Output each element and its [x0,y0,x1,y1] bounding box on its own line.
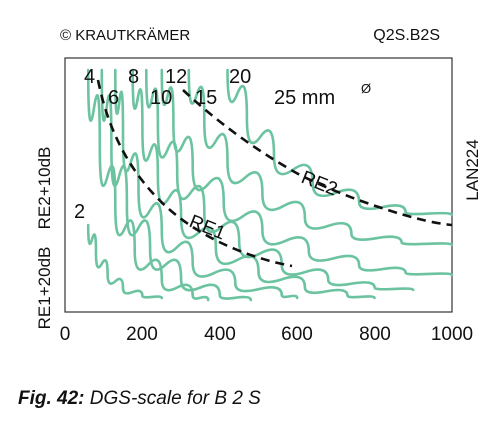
right-label: LAN224 [463,139,482,200]
caption-italic: DGS-scale for B 2 S [85,388,262,409]
left-label-lower: RE1+20dB [35,247,54,330]
caption-bold: Fig. 42: [18,388,85,409]
plot-frame [64,57,453,313]
dgs-curve-2 [86,223,164,300]
curve-label-6: 6 [108,87,119,109]
curve-label-25: 25 mm [274,87,335,109]
dgs-curve-25 [226,68,454,217]
dgs-curve-20 [187,68,454,247]
figure-caption: Fig. 42: DGS-scale for B 2 S [18,388,261,409]
curve-label-10: 10 [150,87,172,109]
x-tick-1000: 1000 [431,324,473,345]
dgs-curve-4 [86,68,210,302]
unit-superscript: Ø [361,81,371,96]
dgs-curve-10 [131,68,376,300]
reference-lines [96,79,453,268]
re1-label: RE1 [186,211,228,244]
curve-label-8: 8 [128,66,139,88]
dgs-curve-8 [114,68,299,300]
curve-label-4: 4 [84,66,95,88]
dgs-curve-6 [100,68,253,302]
x-tick-600: 600 [281,324,313,345]
x-tick-400: 400 [204,324,236,345]
x-tick-800: 800 [359,324,391,345]
curve-label-2: 2 [74,201,85,223]
dgs-curve-15 [160,68,454,277]
re2-line [182,89,453,227]
header-left-label: © KRAUTKRÄMER [60,27,190,44]
curve-label-12: 12 [165,66,187,88]
curve-label-15: 15 [195,87,217,109]
x-tick-200: 200 [126,324,158,345]
dgs-curves [86,68,454,302]
dgs-curve-12 [145,68,415,292]
x-tick-0: 0 [60,324,71,345]
curve-label-20: 20 [229,66,251,88]
re1-line [96,79,293,268]
left-label-upper: RE2+10dB [35,147,54,230]
header-right-label: Q2S.B2S [373,27,440,44]
